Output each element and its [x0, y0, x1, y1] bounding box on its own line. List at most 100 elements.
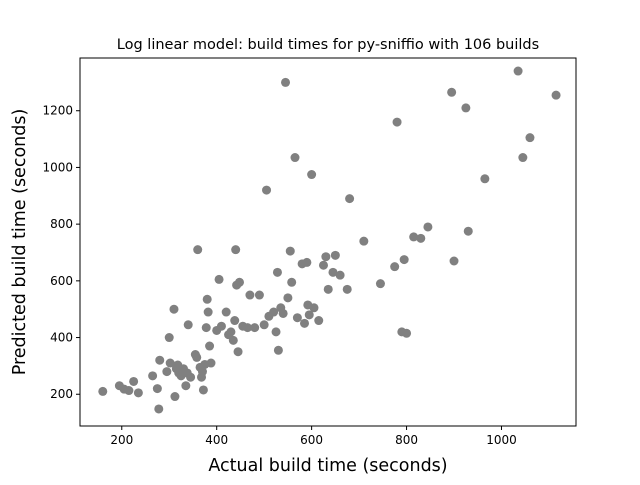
data-point [262, 185, 272, 195]
data-point [250, 323, 260, 333]
x-axis-ticks: 200 400 600 800 1000 [110, 426, 517, 447]
data-point [162, 367, 172, 377]
data-point [133, 388, 143, 398]
data-point [226, 327, 236, 337]
data-point [307, 170, 317, 180]
data-point [98, 386, 108, 396]
data-point [416, 233, 426, 243]
data-point [321, 252, 331, 262]
data-point [202, 294, 212, 304]
data-points [98, 66, 561, 414]
y-tick-label: 800 [50, 217, 73, 231]
y-axis-label: Predicted build time (seconds) [10, 109, 30, 376]
data-point [183, 320, 193, 330]
data-point [164, 333, 174, 343]
data-point [390, 262, 400, 272]
data-point [283, 293, 293, 303]
data-point [304, 310, 314, 320]
data-point [314, 316, 324, 326]
data-point [309, 303, 319, 313]
data-point [399, 255, 409, 265]
data-point [186, 372, 196, 382]
data-point [302, 257, 312, 267]
data-point [463, 226, 473, 236]
data-point [234, 277, 244, 287]
x-axis-label: Actual build time (seconds) [208, 456, 447, 476]
data-point [300, 318, 310, 328]
data-point [287, 277, 297, 287]
data-point [129, 376, 139, 386]
x-tick-label: 1000 [486, 433, 517, 447]
data-point [124, 386, 134, 396]
data-point [375, 279, 385, 289]
data-point [228, 335, 238, 345]
data-point [269, 307, 279, 317]
data-point [216, 321, 226, 331]
data-point [285, 246, 295, 256]
data-point [233, 347, 243, 357]
data-point [359, 236, 369, 246]
data-point [193, 245, 203, 255]
data-point [214, 274, 224, 284]
data-point [197, 367, 207, 377]
data-point [273, 345, 283, 355]
data-point [154, 404, 164, 414]
data-point [148, 371, 158, 381]
data-point [447, 87, 457, 97]
data-point [152, 384, 162, 394]
data-point [335, 270, 345, 280]
data-point [221, 307, 231, 317]
data-point [323, 284, 333, 294]
data-point [345, 194, 355, 204]
data-point [525, 133, 535, 143]
data-point [169, 304, 179, 314]
data-point [259, 320, 269, 330]
data-point [203, 307, 213, 317]
data-point [231, 245, 241, 255]
y-tick-label: 400 [50, 331, 73, 345]
data-point [423, 222, 433, 232]
chart-title: Log linear model: build times for py-sni… [117, 37, 539, 53]
data-point [205, 341, 215, 351]
x-tick-label: 600 [300, 433, 323, 447]
data-point [518, 153, 528, 163]
data-point [245, 290, 255, 300]
data-point [243, 323, 253, 333]
data-point [278, 308, 288, 318]
x-tick-label: 400 [205, 433, 228, 447]
y-axis-ticks: 200 400 600 800 1000 1200 [42, 104, 80, 401]
plot-area-frame [79, 57, 577, 427]
data-point [402, 328, 412, 338]
data-point [292, 313, 302, 323]
data-point [271, 327, 281, 337]
x-tick-label: 200 [110, 433, 133, 447]
data-point [170, 392, 180, 402]
data-point [198, 385, 208, 395]
y-tick-label: 200 [50, 387, 73, 401]
data-point [155, 355, 165, 365]
data-point [206, 358, 216, 368]
data-point [201, 323, 211, 333]
data-point [165, 358, 175, 368]
data-point [409, 232, 419, 242]
data-point [480, 174, 490, 184]
data-point [461, 103, 471, 113]
data-point [254, 290, 264, 300]
data-point [328, 267, 338, 277]
data-point [290, 153, 300, 163]
data-point [330, 250, 340, 260]
data-point [272, 267, 282, 277]
data-point [281, 77, 291, 87]
data-point [449, 256, 459, 266]
data-point [513, 66, 523, 76]
y-tick-label: 1200 [42, 104, 73, 118]
x-tick-label: 800 [395, 433, 418, 447]
data-point [342, 284, 352, 294]
data-point [318, 260, 328, 270]
y-tick-label: 1000 [42, 160, 73, 174]
data-point [551, 90, 561, 100]
data-point [181, 381, 191, 391]
data-point [392, 117, 402, 127]
